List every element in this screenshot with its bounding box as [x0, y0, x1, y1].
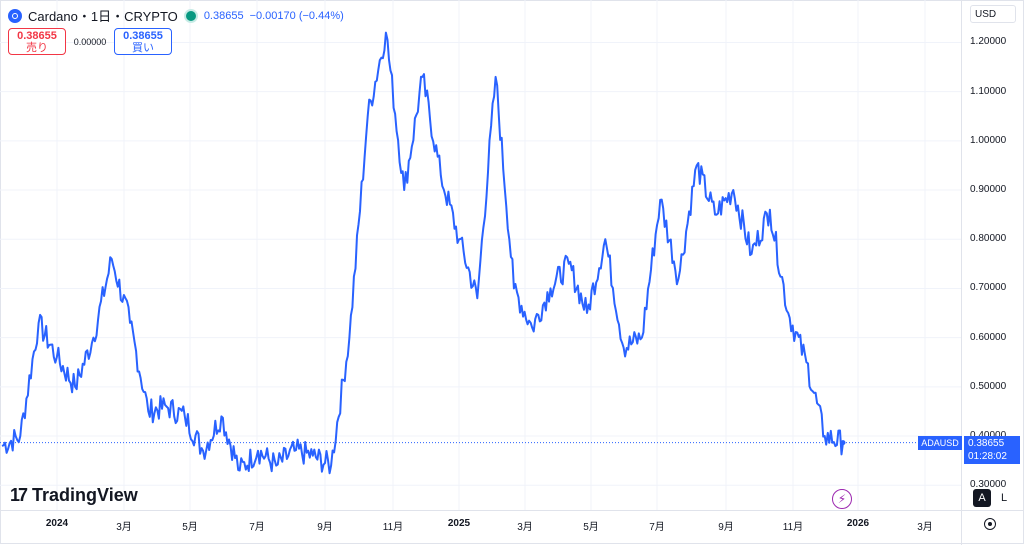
price-axis[interactable] — [961, 0, 1024, 510]
last-price-point — [840, 440, 846, 446]
auto-scale-button[interactable]: A — [973, 489, 991, 507]
price-axis-label: 0.90000 — [970, 184, 1007, 196]
lightning-icon[interactable]: ⚡ — [832, 489, 852, 509]
time-axis-label: 7月 — [249, 522, 265, 533]
price-chart-svg[interactable] — [0, 0, 961, 510]
bar-countdown: 01:28:02 — [968, 450, 1007, 462]
last-price: 0.38655 — [203, 9, 244, 22]
symbol-title[interactable]: Cardano・1日・CRYPTO — [28, 9, 178, 24]
sell-label: 売り — [26, 42, 48, 54]
currency-selector[interactable]: USD — [970, 5, 1016, 23]
price-axis-label: 0.40000 — [970, 430, 1006, 441]
price-axis-label: 0.80000 — [970, 233, 1007, 245]
price-axis-label: 0.50000 — [970, 380, 1007, 392]
time-axis-label: 2024 — [45, 518, 69, 529]
tradingview-logo-text: TradingView — [32, 485, 138, 505]
price-change: −0.00170 (−0.44%) — [249, 9, 344, 22]
current-price-tag: 0.38655 01:28:02 — [964, 435, 1020, 464]
buy-button[interactable]: 0.38655 買い — [114, 28, 172, 55]
time-axis-label: 2026 — [846, 518, 870, 529]
tradingview-logo[interactable]: 17 TradingView — [10, 485, 138, 506]
market-status-icon[interactable] — [183, 8, 198, 23]
price-axis-label: 1.00000 — [970, 134, 1007, 146]
current-price-value: 0.38655 — [968, 437, 1005, 449]
axis-corner — [961, 510, 1024, 545]
time-axis-label: 5月 — [583, 522, 599, 533]
time-axis-label: 3月 — [116, 522, 132, 533]
tradingview-mark-icon: 17 — [10, 485, 28, 505]
time-axis-label: 7月 — [649, 522, 665, 533]
buy-label: 買い — [132, 42, 154, 54]
sell-button[interactable]: 0.38655 売り — [8, 28, 66, 55]
price-axis-label: 1.20000 — [970, 36, 1007, 48]
price-axis-label: 1.10000 — [970, 85, 1007, 97]
buy-price: 0.38655 — [123, 30, 163, 42]
price-line-series[interactable] — [1, 31, 844, 475]
time-axis-label: 9月 — [317, 522, 333, 533]
time-axis-label: 3月 — [917, 522, 933, 533]
chart-plot-area[interactable] — [0, 0, 961, 510]
time-axis-label: 9月 — [718, 522, 734, 533]
sell-price: 0.38655 — [17, 30, 57, 42]
cardano-logo-icon — [8, 8, 22, 23]
settings-gear-icon[interactable] — [984, 518, 996, 530]
price-axis-label: 0.70000 — [970, 282, 1007, 294]
time-axis-label: 5月 — [182, 522, 198, 533]
time-axis[interactable] — [0, 510, 961, 545]
price-axis-label: 0.60000 — [970, 331, 1007, 343]
log-scale-button[interactable]: L — [1000, 492, 1008, 504]
time-axis-label: 11月 — [382, 522, 404, 533]
trade-panel: 0.38655 売り 0.00000 0.38655 買い — [8, 28, 172, 55]
time-axis-label: 11月 — [782, 522, 804, 533]
price-axis-label: 0.30000 — [970, 479, 1007, 491]
symbol-price-tag: ADAUSD — [918, 435, 962, 450]
time-axis-label: 3月 — [517, 522, 533, 533]
symbol-header[interactable]: Cardano・1日・CRYPTO 0.38655 −0.00170 (−0.4… — [8, 6, 344, 25]
spread-value: 0.00000 — [73, 36, 107, 47]
time-axis-label: 2025 — [447, 518, 471, 529]
